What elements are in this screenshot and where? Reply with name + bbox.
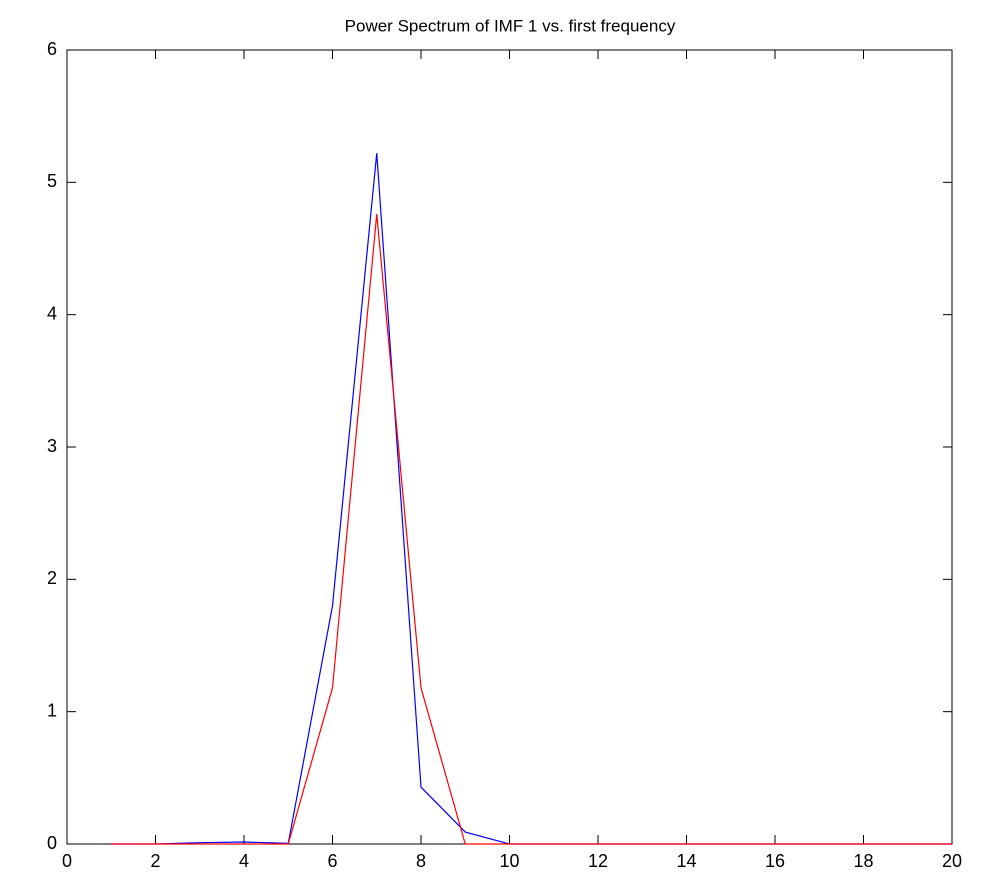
x-tick-label: 12 [588, 851, 608, 871]
x-tick-label: 20 [942, 851, 962, 871]
x-tick-label: 4 [239, 851, 249, 871]
x-tick-label: 2 [150, 851, 160, 871]
x-tick-label: 14 [676, 851, 696, 871]
y-tick-label: 4 [47, 303, 57, 323]
y-tick-label: 1 [47, 700, 57, 720]
chart-title: Power Spectrum of IMF 1 vs. first freque… [345, 16, 676, 35]
y-tick-label: 6 [47, 39, 57, 59]
x-tick-label: 16 [765, 851, 785, 871]
y-tick-label: 3 [47, 436, 57, 456]
y-tick-label: 5 [47, 171, 57, 191]
x-tick-label: 0 [62, 851, 72, 871]
y-tick-label: 2 [47, 568, 57, 588]
x-tick-label: 18 [853, 851, 873, 871]
x-tick-label: 10 [499, 851, 519, 871]
x-tick-label: 6 [327, 851, 337, 871]
y-tick-label: 0 [47, 833, 57, 853]
x-tick-label: 8 [416, 851, 426, 871]
data-line [111, 214, 952, 845]
